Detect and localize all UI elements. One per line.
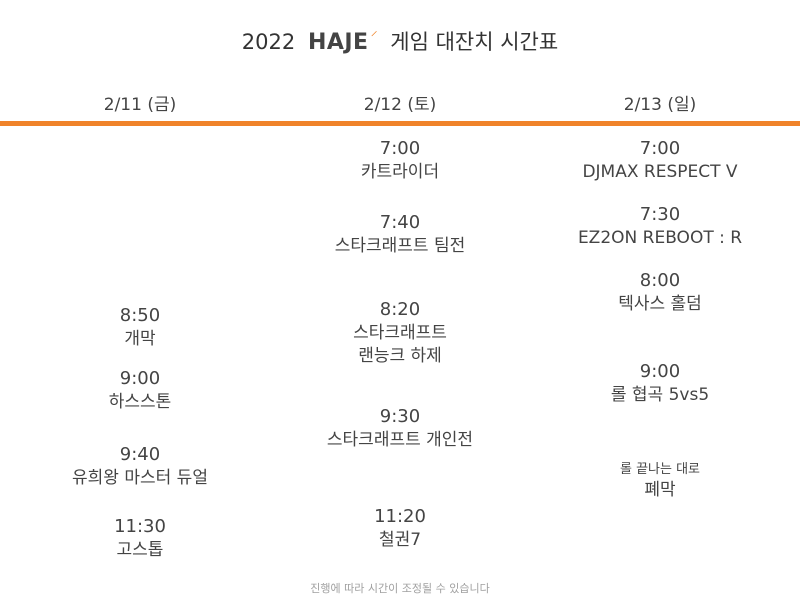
- event-name: 스타크래프트 개인전: [326, 430, 474, 450]
- event-name: 철권7: [378, 530, 422, 550]
- event-item: 8:00 텍사스 홀덤: [530, 269, 790, 316]
- title-text: 게임 대잔치 시간표: [390, 30, 559, 54]
- event-name: DJMAX RESPECT V: [582, 162, 738, 182]
- event-item: 8:20 스타크래프트 랜능크 하제: [270, 298, 530, 368]
- event-name: 카트라이더: [360, 162, 440, 182]
- event-item: 롤 끝나는 대로 폐막: [530, 461, 790, 502]
- event-item: 8:50 개막: [10, 304, 270, 351]
- event-time: 8:50: [119, 305, 161, 326]
- event-item: 11:20 철권7: [270, 505, 530, 552]
- event-time: 11:30: [114, 516, 166, 537]
- event-name: 롤 협곡 5vs5: [610, 385, 710, 405]
- event-item: 9:00 하스스톤: [10, 367, 270, 414]
- event-time: 7:30: [639, 204, 681, 225]
- day-header-sun: 2/13 (일): [623, 95, 697, 115]
- event-time: 9:00: [119, 368, 161, 389]
- event-time: 9:00: [639, 361, 681, 382]
- event-name: 스타크래프트: [353, 323, 447, 343]
- event-time: 9:30: [379, 406, 421, 427]
- event-time: 11:20: [374, 506, 426, 527]
- event-item: 11:30 고스톱: [10, 515, 270, 562]
- event-name: 개막: [124, 329, 156, 349]
- event-item: 7:00 DJMAX RESPECT V: [530, 137, 790, 184]
- event-item: 7:40 스타크래프트 팀전: [270, 211, 530, 258]
- header-divider: [0, 121, 800, 126]
- event-time: 8:20: [379, 299, 421, 320]
- event-time: 7:00: [639, 138, 681, 159]
- title-year: 2022: [241, 30, 296, 54]
- day-header-fri: 2/11 (금): [103, 95, 177, 115]
- event-name: 유희왕 마스터 듀얼: [72, 468, 208, 488]
- event-time: 7:40: [379, 212, 421, 233]
- event-name: 폐막: [644, 480, 676, 500]
- brand-logo: HAJE: [307, 30, 369, 55]
- event-name: 스타크래프트 팀전: [334, 236, 466, 256]
- event-item: 7:30 EZ2ON REBOOT : R: [530, 203, 790, 250]
- event-time: 7:00: [379, 138, 421, 159]
- page-title: 2022 HAJE ⸍ 게임 대잔치 시간표: [0, 26, 800, 56]
- event-item: 7:00 카트라이더: [270, 137, 530, 184]
- footer-note: 진행에 따라 시간이 조정될 수 있습니다: [310, 582, 490, 595]
- event-name: 하스스톤: [108, 392, 172, 412]
- event-item: 9:30 스타크래프트 개인전: [270, 405, 530, 452]
- event-name: EZ2ON REBOOT : R: [577, 228, 743, 248]
- event-name: 텍사스 홀덤: [618, 294, 702, 314]
- day-headers: 2/11 (금) 2/12 (토) 2/13 (일): [0, 90, 800, 115]
- event-name-line2: 랜능크 하제: [358, 346, 442, 366]
- event-time: 롤 끝나는 대로: [619, 462, 701, 477]
- day-header-sat: 2/12 (토): [363, 95, 437, 115]
- event-item: 9:40 유희왕 마스터 듀얼: [10, 443, 270, 490]
- event-time: 9:40: [119, 444, 161, 465]
- event-time: 8:00: [639, 270, 681, 291]
- event-name: 고스톱: [116, 540, 164, 560]
- brand-logo-mark: ⸍: [370, 29, 378, 45]
- event-item: 9:00 롤 협곡 5vs5: [530, 360, 790, 407]
